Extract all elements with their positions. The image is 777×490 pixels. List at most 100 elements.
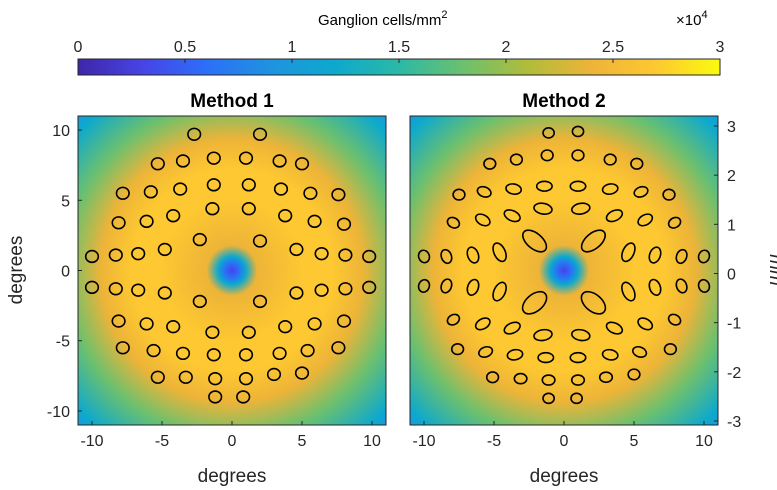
receptive-field-ellipse xyxy=(601,348,619,361)
receptive-field-ellipse xyxy=(506,348,524,361)
y-axis-label: degrees xyxy=(6,236,27,305)
receptive-field-ellipse xyxy=(238,151,254,165)
receptive-field-ellipse xyxy=(173,182,188,196)
receptive-field-ellipse xyxy=(633,185,649,198)
receptive-field-ellipse xyxy=(331,187,346,202)
receptive-field-ellipse xyxy=(662,188,676,201)
receptive-field-ellipse xyxy=(236,390,251,404)
receptive-field-ellipse xyxy=(621,281,636,302)
receptive-field-ellipse xyxy=(294,157,310,171)
y-tick-label: 10 xyxy=(52,123,70,140)
receptive-field-ellipse xyxy=(192,294,207,309)
receptive-field-ellipse xyxy=(474,213,491,227)
receptive-field-ellipse xyxy=(570,392,583,405)
panel-title-1: Method 1 xyxy=(190,91,274,112)
receptive-field-ellipse xyxy=(205,202,220,216)
receptive-field-ellipse xyxy=(252,127,268,141)
receptive-field-ellipse xyxy=(440,278,453,294)
receptive-field-ellipse xyxy=(598,371,614,384)
receptive-field-ellipse xyxy=(278,320,293,334)
receptive-field-ellipse xyxy=(446,313,461,326)
x-tick-label: 10 xyxy=(695,433,713,450)
receptive-field-ellipse xyxy=(492,281,507,302)
receptive-field-ellipse xyxy=(605,209,624,223)
receptive-field-ellipse xyxy=(503,209,521,223)
receptive-field-ellipse xyxy=(637,213,654,227)
colorbar-title: Ganglion cells/mm2 xyxy=(318,9,448,29)
receptive-field-ellipse xyxy=(272,154,287,168)
receptive-field-ellipse xyxy=(601,183,619,195)
receptive-field-ellipse xyxy=(417,249,431,264)
receptive-field-ellipse xyxy=(440,248,453,265)
receptive-field-ellipse xyxy=(157,286,172,300)
receptive-field-ellipse xyxy=(84,249,100,264)
panel-method-1: Method 1 -10 -5 0 5 10 10 5 0 -5 -10 degrees degr… xyxy=(6,91,387,487)
receptive-field-ellipse xyxy=(273,182,289,196)
receptive-field-ellipse xyxy=(540,149,554,162)
x-tick-label: -5 xyxy=(487,433,501,450)
receptive-field-ellipse xyxy=(314,283,329,297)
receptive-field-ellipse xyxy=(533,328,553,342)
receptive-field-ellipse xyxy=(570,202,591,215)
receptive-field-ellipse xyxy=(535,180,553,192)
x-tick-label: 5 xyxy=(298,433,307,450)
receptive-field-ellipse xyxy=(252,234,268,248)
x-axis-label-2: degrees xyxy=(530,466,599,487)
y-tick-label: 0 xyxy=(61,264,70,281)
receptive-field-ellipse xyxy=(621,242,636,263)
receptive-fields-method-2 xyxy=(417,125,711,405)
receptive-field-ellipse xyxy=(241,178,256,192)
right-tick-label: -1 xyxy=(727,316,741,333)
receptive-field-ellipse xyxy=(303,186,318,200)
receptive-field-ellipse xyxy=(503,321,521,335)
y-tick-label: -10 xyxy=(47,404,70,421)
x-tick-label: 10 xyxy=(363,433,381,450)
x-axis-label-1: degrees xyxy=(198,466,267,487)
receptive-field-ellipse xyxy=(139,317,154,331)
receptive-field-ellipse xyxy=(266,367,282,382)
y-tick-label: -5 xyxy=(56,334,70,351)
x-tick-label: 0 xyxy=(228,433,237,450)
receptive-field-ellipse xyxy=(492,242,507,263)
receptive-field-ellipse xyxy=(478,345,494,358)
receptive-field-ellipse xyxy=(697,278,711,293)
receptive-field-ellipse xyxy=(84,280,100,295)
receptive-field-ellipse xyxy=(537,351,555,364)
receptive-field-ellipse xyxy=(331,341,346,355)
receptive-field-ellipse xyxy=(505,183,523,195)
receptive-field-ellipse xyxy=(571,125,585,138)
receptive-field-ellipse xyxy=(627,368,641,381)
receptive-field-ellipse xyxy=(166,209,181,223)
receptive-field-ellipse xyxy=(362,280,377,295)
receptive-field-ellipse xyxy=(637,317,654,331)
receptive-field-ellipse xyxy=(476,185,492,198)
receptive-field-ellipse xyxy=(111,314,126,328)
receptive-field-ellipse xyxy=(466,278,480,296)
receptive-field-ellipse xyxy=(632,345,648,358)
receptive-field-ellipse xyxy=(569,180,587,192)
receptive-field-ellipse xyxy=(509,153,524,166)
colorbar-tick-label: 1 xyxy=(288,39,297,56)
receptive-field-ellipse xyxy=(150,157,165,171)
x-tick-label: -5 xyxy=(155,433,169,450)
receptive-field-ellipse xyxy=(146,343,161,358)
receptive-field-ellipse xyxy=(417,278,431,293)
right-tick-label: 3 xyxy=(727,119,736,136)
receptive-field-ellipse xyxy=(131,246,146,261)
receptive-field-ellipse xyxy=(675,278,688,294)
receptive-field-ellipse xyxy=(338,248,353,262)
receptive-field-ellipse xyxy=(521,229,548,253)
receptive-field-ellipse xyxy=(206,178,221,192)
receptive-field-ellipse xyxy=(648,278,662,296)
receptive-fields-method-1 xyxy=(84,127,377,404)
right-tick-label: 2 xyxy=(727,168,736,185)
receptive-field-ellipse xyxy=(111,216,126,230)
receptive-field-ellipse xyxy=(570,328,591,342)
receptive-field-ellipse xyxy=(241,325,256,339)
receptive-field-ellipse xyxy=(238,348,254,362)
receptive-field-ellipse xyxy=(238,371,254,386)
receptive-field-ellipse xyxy=(336,217,352,231)
receptive-field-ellipse xyxy=(166,320,181,334)
receptive-field-ellipse xyxy=(307,317,322,331)
